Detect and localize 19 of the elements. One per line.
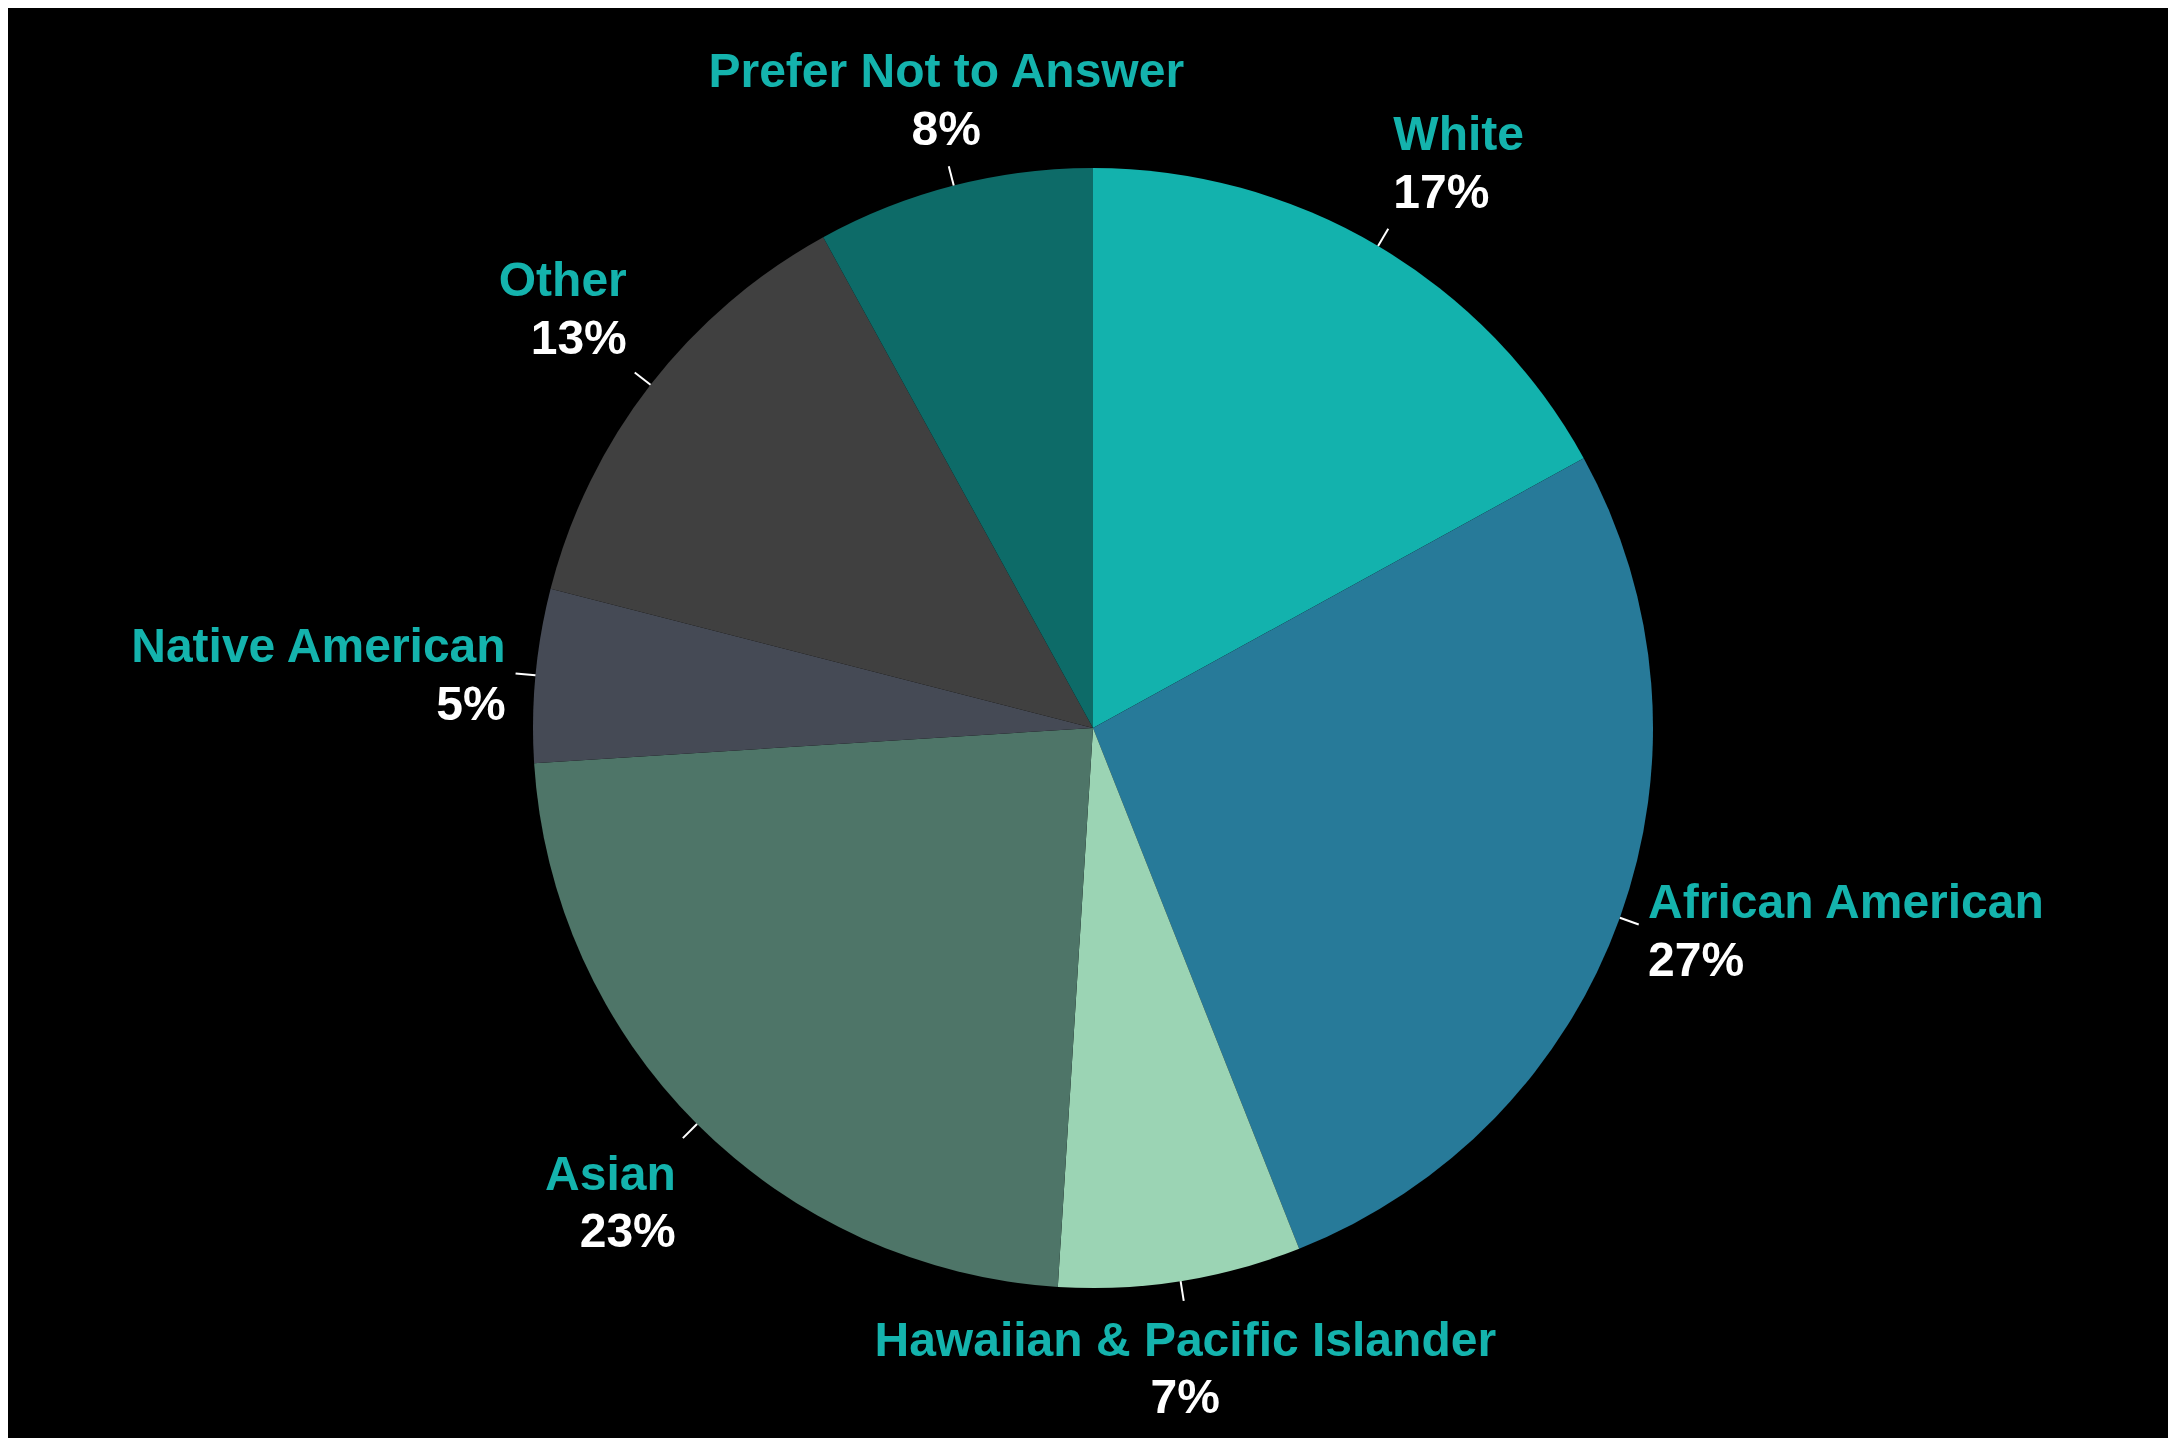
data-label: 23% bbox=[579, 1204, 676, 1258]
slice-label: Other bbox=[498, 253, 627, 307]
slice-label: African American bbox=[1648, 874, 2044, 928]
slice-label: Native American bbox=[131, 619, 506, 673]
pie-slice bbox=[823, 168, 1093, 728]
slice-label: Asian bbox=[545, 1147, 676, 1201]
data-label: 7% bbox=[1150, 1369, 1220, 1423]
pie-slice bbox=[1093, 168, 1584, 728]
slice-label: White bbox=[1393, 107, 1524, 161]
data-label: 13% bbox=[530, 311, 627, 365]
slice-label: Prefer Not to Answer bbox=[708, 43, 1185, 97]
pie-slice bbox=[1057, 728, 1300, 1288]
pie-slice bbox=[533, 588, 1093, 764]
data-label: 17% bbox=[1393, 165, 1490, 219]
pie-slice bbox=[534, 728, 1093, 1287]
data-label: 8% bbox=[911, 101, 981, 155]
slice-label: Hawaiian & Pacific Islander bbox=[874, 1312, 1497, 1366]
data-label: 5% bbox=[436, 677, 506, 731]
data-label: 27% bbox=[1648, 932, 1745, 986]
